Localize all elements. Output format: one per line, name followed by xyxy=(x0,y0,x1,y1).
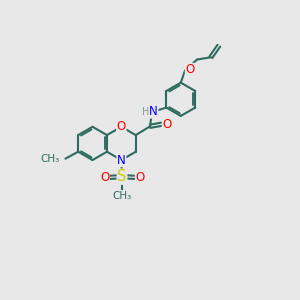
Text: N: N xyxy=(149,105,158,118)
Text: O: O xyxy=(135,171,145,184)
Text: CH₃: CH₃ xyxy=(112,190,132,201)
Text: CH₃: CH₃ xyxy=(40,154,60,164)
Text: O: O xyxy=(162,118,172,130)
Text: S: S xyxy=(117,169,127,184)
Text: H: H xyxy=(142,106,149,116)
Text: O: O xyxy=(185,64,195,76)
Text: O: O xyxy=(100,171,109,184)
Text: N: N xyxy=(117,154,126,166)
Text: O: O xyxy=(117,120,126,133)
